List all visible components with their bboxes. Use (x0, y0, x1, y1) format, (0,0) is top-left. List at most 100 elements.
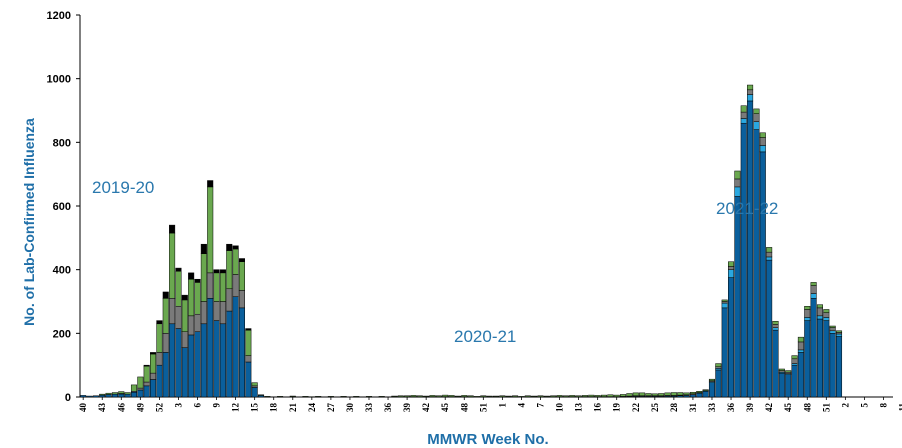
bar-week-1 (80, 395, 87, 398)
x-tick-label: 21 (288, 403, 298, 413)
x-tick-label: 51 (478, 403, 488, 413)
bar-segment-influenza-a (804, 320, 811, 398)
bar-segment-influenza-b-alt (118, 391, 125, 394)
bar-week-52 (404, 395, 411, 398)
bar-segment-influenza-b-alt (454, 395, 461, 397)
bar-segment-influenza-b-alt (600, 394, 608, 397)
bar-week-54 (416, 395, 423, 398)
bar-week-29 (257, 394, 265, 398)
bar-week-86 (620, 394, 627, 398)
bar-segment-influenza-b-alt (175, 271, 182, 307)
bar-segment-influenza-b-alt (594, 395, 601, 397)
x-tick-label: 12 (231, 403, 241, 413)
bar-segment-influenza-a (80, 395, 87, 398)
x-tick-label: 16 (593, 403, 603, 413)
bar-week-85 (613, 394, 620, 398)
bar-week-104 (734, 170, 741, 398)
season-label-2019-20: 2019-20 (92, 178, 154, 197)
bar-segment-influenza-b-alt (518, 396, 525, 398)
bar-segment-influenza-b-alt (658, 393, 665, 396)
bar-week-40 (327, 396, 334, 398)
bar-segment-influenza-b (804, 309, 811, 318)
bar-segment-influenza-b-alt (734, 170, 741, 180)
bars-group (80, 84, 843, 398)
bar-week-67 (499, 395, 506, 398)
bar-segment-other (181, 294, 188, 301)
bar-segment-influenza-b-alt (816, 304, 823, 309)
bar-segment-influenza-b-alt (130, 384, 138, 392)
x-tick-label: 48 (459, 403, 469, 413)
bar-segment-influenza-b-alt (416, 395, 423, 397)
bar-segment-influenza-b (823, 312, 830, 318)
x-tick-label: 36 (726, 403, 736, 413)
x-tick-label: 28 (669, 403, 679, 413)
bar-week-37 (308, 396, 315, 398)
bar-week-77 (562, 395, 569, 398)
bar-segment-influenza-b (213, 301, 220, 321)
bar-segment-influenza-a-alt (772, 327, 779, 331)
bar-week-80 (581, 395, 588, 398)
bar-segment-influenza-b-alt (486, 395, 493, 397)
bar-week-118 (823, 309, 830, 398)
bar-week-36 (302, 396, 309, 398)
bar-week-108 (759, 132, 766, 398)
bar-week-89 (639, 392, 646, 398)
bar-segment-influenza-a (92, 395, 99, 398)
bar-week-13 (156, 320, 163, 398)
bar-segment-influenza-b-alt (435, 395, 442, 397)
bar-segment-influenza-b-alt (823, 309, 830, 313)
bar-week-112 (785, 370, 792, 398)
bar-segment-influenza-b-alt (365, 396, 373, 398)
bar-segment-influenza-a (251, 387, 258, 398)
bar-segment-influenza-b-alt (188, 278, 195, 317)
bar-segment-influenza-a (689, 394, 696, 398)
y-tick-label: 0 (65, 392, 71, 404)
bar-week-23 (219, 269, 226, 398)
bar-segment-influenza-b (238, 290, 245, 309)
bar-segment-influenza-b-alt (708, 378, 716, 382)
bar-week-88 (632, 392, 639, 398)
bar-segment-influenza-b-alt (677, 392, 684, 396)
bar-week-2 (86, 395, 93, 398)
x-tick-label: 31 (688, 403, 698, 413)
bar-week-58 (442, 394, 449, 398)
bar-segment-influenza-b-alt (632, 392, 639, 396)
bar-week-11 (143, 364, 150, 398)
bar-segment-influenza-b (753, 113, 760, 122)
bar-week-75 (550, 395, 557, 398)
bar-segment-influenza-b-alt (111, 392, 118, 395)
bar-week-113 (791, 355, 798, 398)
bar-week-103 (728, 261, 735, 398)
x-tick-label: 45 (440, 403, 450, 413)
bar-segment-influenza-b-alt (505, 395, 512, 397)
bar-segment-influenza-a (778, 372, 785, 398)
bar-week-34 (289, 395, 296, 398)
bar-week-9 (130, 384, 138, 398)
bar-week-120 (835, 330, 843, 398)
bar-week-48 (378, 396, 385, 398)
bar-segment-influenza-a (232, 296, 239, 398)
bar-week-91 (651, 393, 658, 398)
bar-segment-influenza-b-alt (562, 395, 569, 397)
bar-segment-influenza-a (829, 333, 836, 398)
bar-segment-influenza-b-alt (588, 394, 595, 397)
bar-week-119 (829, 325, 836, 398)
bar-week-6 (111, 392, 118, 398)
bar-segment-influenza-a (797, 352, 804, 398)
bar-week-105 (740, 105, 747, 398)
bar-segment-influenza-a (785, 374, 792, 398)
bar-segment-other (245, 328, 252, 331)
bar-week-76 (556, 395, 563, 398)
bar-week-60 (454, 395, 461, 398)
bar-segment-influenza-b-alt (620, 394, 627, 397)
bar-segment-influenza-a (150, 379, 157, 398)
bar-segment-influenza-b-alt (226, 250, 233, 290)
bar-week-101 (715, 363, 722, 398)
bar-week-98 (696, 391, 703, 398)
x-tick-label: 25 (650, 403, 660, 413)
bar-week-74 (543, 395, 550, 398)
bar-segment-influenza-b-alt (778, 368, 785, 371)
bar-segment-influenza-b-alt (575, 395, 582, 397)
bar-segment-influenza-a-alt (728, 269, 735, 278)
bar-week-21 (207, 180, 214, 398)
